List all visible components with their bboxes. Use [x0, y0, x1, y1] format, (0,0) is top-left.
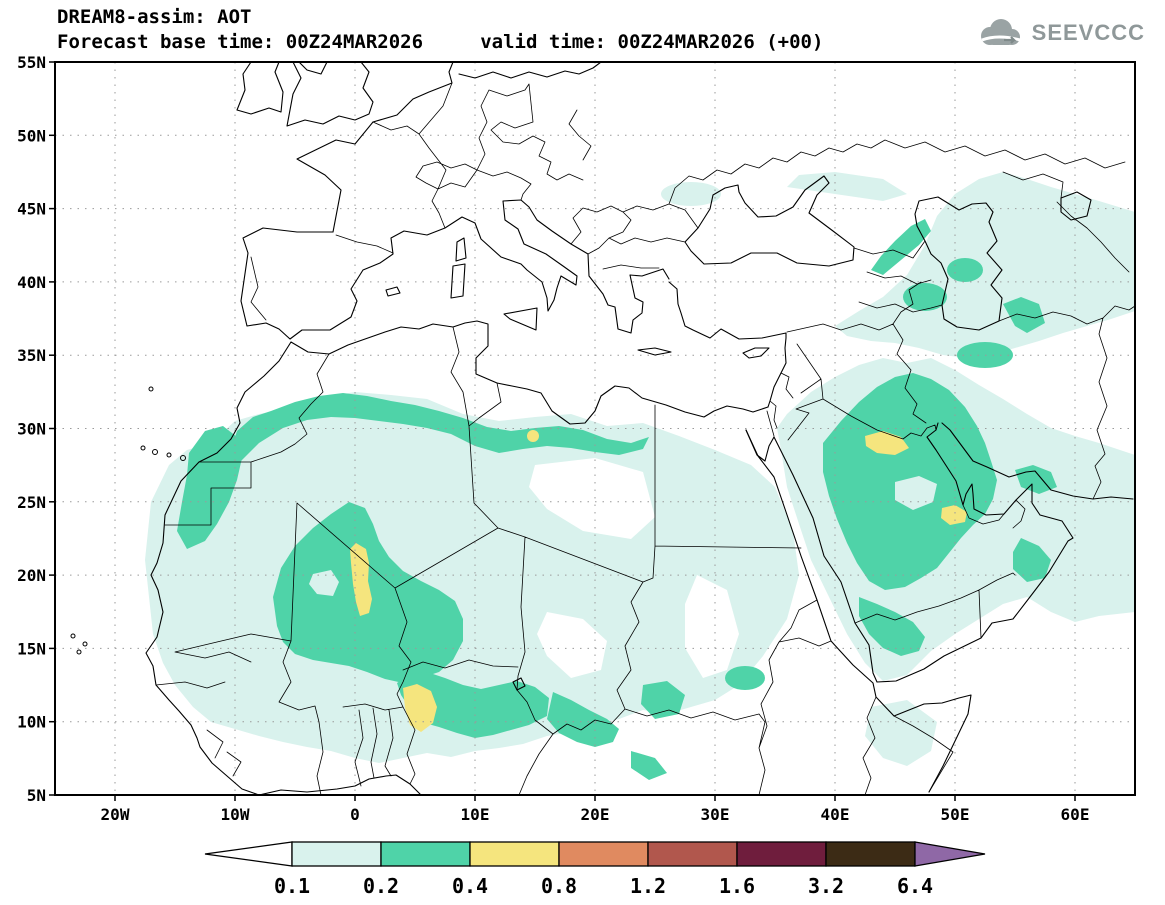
island: [71, 634, 75, 638]
aot-fill-contours: [145, 172, 1135, 780]
colorbar-level-label: 0.4: [452, 874, 488, 898]
lon-tick-label: 30E: [701, 805, 730, 824]
lat-tick-label: 30N: [17, 420, 46, 439]
coastline: [638, 348, 671, 355]
lat-tick-label: 25N: [17, 493, 46, 512]
lat-tick-label: 40N: [17, 273, 46, 292]
colorbar: 0.1 0.2 0.4 0.8 1.2 1.6 3.2 6.4: [205, 842, 985, 898]
colorbar-segment: [292, 842, 381, 866]
lat-tick-label: 10N: [17, 713, 46, 732]
island: [153, 450, 158, 455]
colorbar-level-label: 3.2: [808, 874, 844, 898]
colorbar-segment: [648, 842, 737, 866]
aot-contour-02: [947, 258, 983, 282]
colorbar-level-label: 1.6: [719, 874, 755, 898]
colorbar-segment: [381, 842, 470, 866]
island: [77, 650, 81, 654]
coastline: [669, 282, 786, 407]
island: [149, 387, 153, 391]
coastline: [456, 238, 466, 261]
colorbar-segment: [559, 842, 648, 866]
lat-tick-label: 55N: [17, 53, 46, 72]
aot-contour-01: [787, 172, 907, 201]
coastline: [386, 287, 400, 296]
colorbar-segment: [737, 842, 826, 866]
coastline: [373, 62, 453, 122]
lat-tick-label: 5N: [27, 786, 46, 805]
lon-tick-label: 20W: [101, 805, 130, 824]
lon-tick-label: 60E: [1061, 805, 1090, 824]
dust-forecast-plot-page: DREAM8-assim: AOT Forecast base time: 00…: [0, 0, 1165, 905]
map-plot: 20W 10W 0 10E 20E 30E 40E 50E 60E 55N 50N 45N 40N 35N…: [0, 0, 1165, 905]
colorbar-level-label: 0.2: [363, 874, 399, 898]
lon-tick-label: 0: [350, 805, 360, 824]
coastline: [746, 430, 774, 461]
lon-tick-label: 50E: [941, 805, 970, 824]
lon-tick-label: 20E: [581, 805, 610, 824]
lat-tick-label: 45N: [17, 200, 46, 219]
lon-tick-label: 10W: [221, 805, 250, 824]
island: [167, 453, 171, 457]
aot-contour-02: [725, 666, 765, 690]
aot-contour-02: [631, 751, 667, 780]
aot-contour-01: [865, 700, 937, 766]
island: [141, 446, 145, 450]
colorbar-over-arrow: [915, 842, 985, 866]
colorbar-level-label: 1.2: [630, 874, 666, 898]
colorbar-segment: [826, 842, 915, 866]
coastline: [237, 62, 283, 114]
lat-tick-label: 35N: [17, 346, 46, 365]
coastline: [504, 308, 537, 330]
aot-contour-02: [903, 283, 947, 311]
island: [83, 642, 87, 646]
colorbar-level-label: 0.1: [274, 874, 310, 898]
coastline: [459, 62, 601, 78]
coastline: [297, 122, 373, 232]
coastline: [287, 62, 373, 126]
colorbar-under-arrow: [205, 842, 292, 866]
colorbar-level-label: 0.8: [541, 874, 577, 898]
lon-tick-label: 40E: [821, 805, 850, 824]
lat-tick-label: 20N: [17, 566, 46, 585]
coastline: [241, 200, 669, 339]
colorbar-level-label: 6.4: [897, 874, 933, 898]
coastline: [743, 348, 769, 358]
lat-tick-label: 50N: [17, 126, 46, 145]
aot-contour-04: [527, 430, 539, 442]
lat-tick-label: 15N: [17, 639, 46, 658]
coastline: [451, 264, 465, 298]
lon-tick-label: 10E: [461, 805, 490, 824]
colorbar-segment: [470, 842, 559, 866]
